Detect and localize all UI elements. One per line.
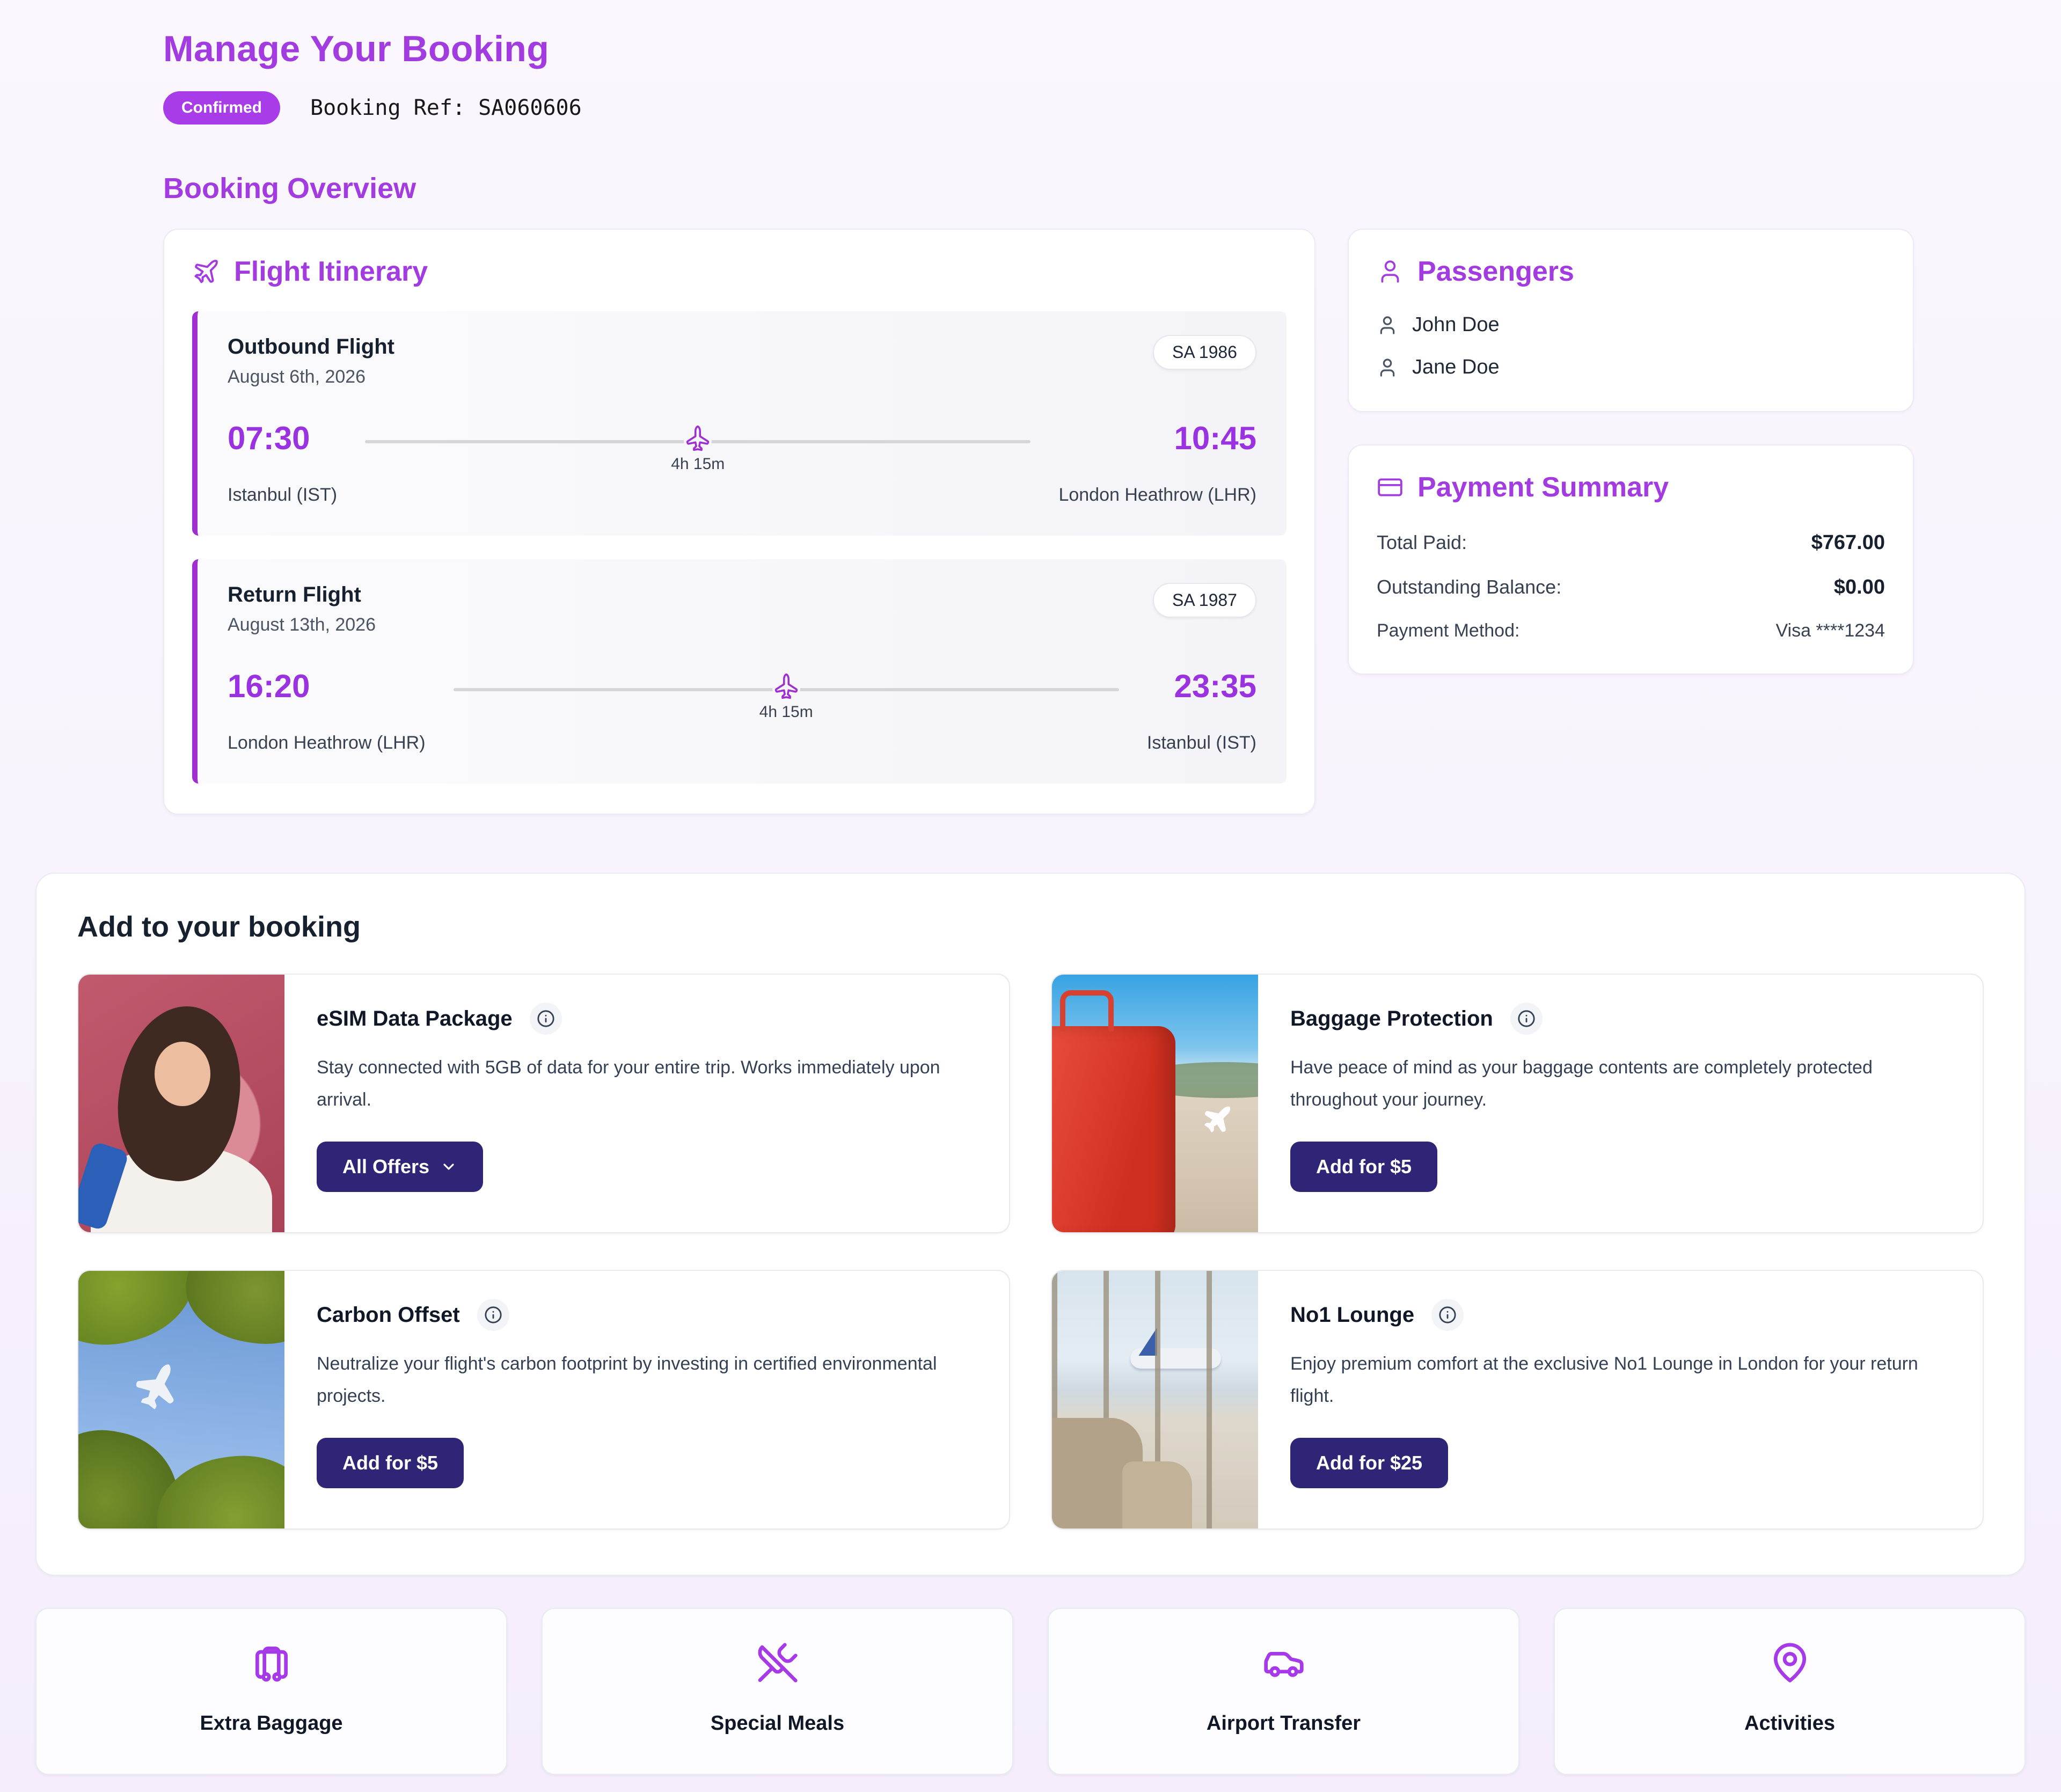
- utensils-crossed-icon: [756, 1641, 799, 1684]
- quick-actions-row: Extra Baggage Special Meals Airport Tran…: [35, 1608, 2026, 1775]
- return-flight-segment: Return Flight August 13th, 2026 SA 1987 …: [192, 559, 1287, 784]
- quick-action-label: Airport Transfer: [1206, 1712, 1361, 1735]
- addons-heading: Add to your booking: [77, 911, 361, 943]
- outstanding-balance-value: $0.00: [1833, 576, 1885, 598]
- addon-description: Stay connected with 5GB of data for your…: [317, 1057, 940, 1110]
- arrival-airport: London Heathrow (LHR): [1058, 485, 1256, 505]
- passenger-name: John Doe: [1412, 313, 1500, 336]
- flight-timeline: 4h 15m: [337, 425, 1058, 506]
- chevron-down-icon: [440, 1158, 457, 1175]
- booking-reference: Booking Ref: SA060606: [310, 96, 582, 120]
- timeline-plane-icon: [683, 425, 713, 455]
- addon-description: Have peace of mind as your baggage conte…: [1290, 1057, 1873, 1110]
- quick-action-special-meals[interactable]: Special Meals: [542, 1608, 1013, 1775]
- add-carbon-offset-button[interactable]: Add for $5: [317, 1438, 464, 1488]
- addon-card-esim: eSIM Data Package Stay connected with 5G…: [77, 974, 1010, 1233]
- addon-title: No1 Lounge: [1290, 1303, 1415, 1327]
- carbon-photo: [78, 1271, 284, 1528]
- addons-section: Add to your booking eSIM Data Package St…: [35, 873, 2026, 1576]
- addon-description: Neutralize your flight's carbon footprin…: [317, 1354, 937, 1406]
- arrival-time: 23:35: [1174, 668, 1256, 704]
- quick-action-label: Special Meals: [710, 1712, 845, 1735]
- payment-method-value: Visa ****1234: [1775, 620, 1885, 641]
- addon-card-carbon-offset: Carbon Offset Neutralize your flight's c…: [77, 1270, 1010, 1530]
- addon-title: Baggage Protection: [1290, 1006, 1493, 1030]
- payment-row-outstanding: Outstanding Balance: $0.00: [1376, 576, 1885, 598]
- overview-heading: Booking Overview: [163, 172, 416, 204]
- esim-photo: [78, 975, 284, 1232]
- baggage-photo: [1052, 975, 1258, 1232]
- payment-row-method: Payment Method: Visa ****1234: [1376, 620, 1885, 641]
- payment-summary-card: Payment Summary Total Paid: $767.00 Outs…: [1347, 444, 1914, 675]
- info-icon[interactable]: [477, 1299, 509, 1331]
- booking-status-row: Confirmed Booking Ref: SA060606: [163, 91, 1914, 125]
- user-icon: [1377, 258, 1404, 285]
- departure-time: 07:30: [228, 420, 310, 456]
- arrival-time: 10:45: [1174, 420, 1256, 456]
- quick-action-activities[interactable]: Activities: [1554, 1608, 2026, 1775]
- passengers-card: Passengers John Doe Jane Doe: [1347, 229, 1914, 412]
- credit-card-icon: [1377, 474, 1404, 501]
- quick-action-label: Activities: [1744, 1712, 1835, 1735]
- payment-row-total-paid: Total Paid: $767.00: [1376, 531, 1885, 554]
- overview-right-column: Passengers John Doe Jane Doe: [1347, 229, 1914, 675]
- quick-action-extra-baggage[interactable]: Extra Baggage: [35, 1608, 507, 1775]
- addons-grid: eSIM Data Package Stay connected with 5G…: [77, 974, 1984, 1530]
- passengers-heading: Passengers: [1377, 255, 1885, 288]
- user-icon: [1377, 314, 1398, 336]
- addon-card-baggage-protection: Baggage Protection Have peace of mind as…: [1051, 974, 1984, 1233]
- quick-action-airport-transfer[interactable]: Airport Transfer: [1048, 1608, 1519, 1775]
- timeline-plane-icon: [771, 673, 801, 703]
- plane-icon: [192, 258, 220, 286]
- info-icon[interactable]: [1431, 1299, 1464, 1331]
- overview-grid: Flight Itinerary Outbound Flight August …: [163, 229, 1914, 815]
- flight-duration: 4h 15m: [671, 455, 725, 473]
- outbound-flight-segment: Outbound Flight August 6th, 2026 SA 1986…: [192, 311, 1287, 536]
- segment-date: August 13th, 2026: [228, 615, 376, 635]
- add-lounge-button[interactable]: Add for $25: [1290, 1438, 1449, 1488]
- info-icon[interactable]: [1510, 1003, 1543, 1035]
- info-icon[interactable]: [529, 1003, 562, 1035]
- flight-timeline: 4h 15m: [426, 673, 1147, 754]
- status-badge: Confirmed: [163, 91, 280, 125]
- flight-number-badge: SA 1987: [1152, 583, 1256, 618]
- flight-itinerary-heading: Flight Itinerary: [192, 255, 1287, 288]
- departure-airport: London Heathrow (LHR): [228, 733, 426, 753]
- user-icon: [1377, 357, 1398, 378]
- luggage-icon: [250, 1641, 293, 1684]
- flight-itinerary-card: Flight Itinerary Outbound Flight August …: [163, 229, 1315, 815]
- all-offers-button[interactable]: All Offers: [317, 1142, 484, 1192]
- total-paid-value: $767.00: [1811, 531, 1885, 554]
- lounge-photo: [1052, 1271, 1258, 1528]
- departure-time: 16:20: [228, 668, 310, 704]
- payment-summary-heading: Payment Summary: [1377, 471, 1885, 503]
- addon-description: Enjoy premium comfort at the exclusive N…: [1290, 1354, 1918, 1406]
- add-baggage-protection-button[interactable]: Add for $5: [1290, 1142, 1438, 1192]
- flight-number-badge: SA 1986: [1152, 335, 1256, 370]
- map-pin-icon: [1768, 1641, 1811, 1684]
- passenger-row: John Doe: [1377, 313, 1885, 337]
- segment-date: August 6th, 2026: [228, 367, 366, 387]
- page-title: Manage Your Booking: [163, 28, 550, 69]
- addon-title: Carbon Offset: [317, 1303, 460, 1327]
- flight-duration: 4h 15m: [759, 703, 813, 721]
- departure-airport: Istanbul (IST): [228, 485, 338, 505]
- booking-header-section: Manage Your Booking Confirmed Booking Re…: [0, 0, 2061, 815]
- addon-title: eSIM Data Package: [317, 1006, 513, 1030]
- passenger-row: Jane Doe: [1377, 356, 1885, 379]
- passenger-name: Jane Doe: [1412, 356, 1500, 378]
- car-icon: [1262, 1641, 1305, 1684]
- arrival-airport: Istanbul (IST): [1146, 733, 1256, 753]
- quick-action-label: Extra Baggage: [200, 1712, 343, 1735]
- segment-label: Outbound Flight: [228, 335, 394, 359]
- segment-label: Return Flight: [228, 583, 361, 606]
- addon-card-no1-lounge: No1 Lounge Enjoy premium comfort at the …: [1051, 1270, 1984, 1530]
